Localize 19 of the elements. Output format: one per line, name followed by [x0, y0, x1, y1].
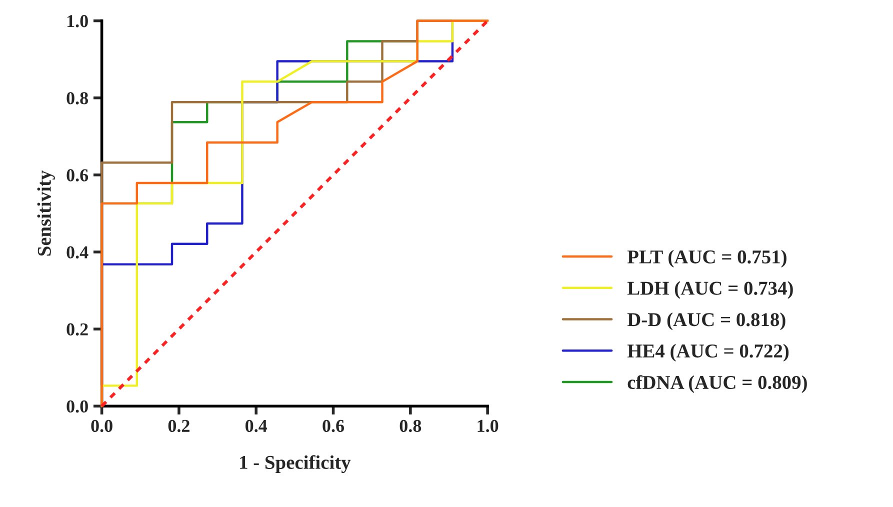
legend-label: PLT (AUC = 0.751) — [627, 250, 786, 268]
y-tick-label: 0.2 — [66, 323, 88, 336]
y-tick-label: 1.0 — [67, 15, 88, 28]
x-tick-label: 0.8 — [400, 420, 422, 432]
legend-label: D-D (AUC = 0.818) — [627, 312, 786, 330]
x-tick-label: 0.4 — [246, 420, 268, 432]
y-tick-label: 0.0 — [66, 400, 88, 413]
x-tick-label: 0.2 — [168, 420, 190, 432]
x-axis-title: 1 - Specificity — [240, 455, 351, 474]
y-tick-label: 0.8 — [66, 92, 88, 104]
x-tick-label: 0.6 — [322, 420, 344, 432]
legend-label: HE4 (AUC = 0.722) — [627, 344, 789, 362]
x-tick-label: 1.0 — [478, 420, 498, 432]
y-tick-label: 0.4 — [66, 246, 88, 258]
legend-label: LDH (AUC = 0.734) — [627, 281, 793, 299]
y-axis-title: Sensitivity — [37, 170, 55, 256]
y-tick-label: 0.6 — [66, 169, 88, 182]
x-tick-label: 0.0 — [91, 420, 112, 432]
legend-label: cfDNA (AUC = 0.809) — [628, 375, 807, 393]
